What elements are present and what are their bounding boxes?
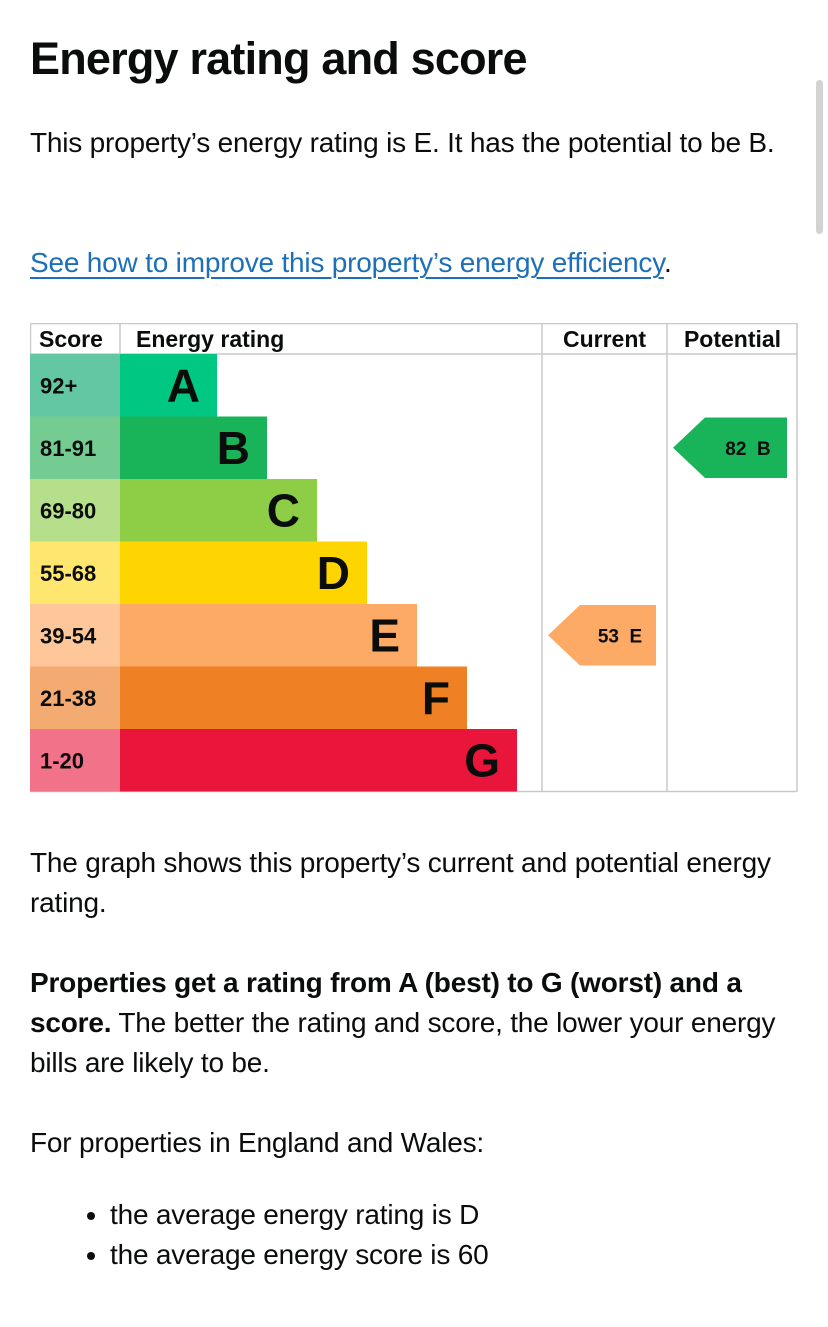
band-letter-b: B	[217, 422, 250, 474]
score-range-b: 81-91	[40, 436, 96, 461]
score-range-d: 55-68	[40, 561, 96, 586]
band-bar-e	[120, 604, 417, 667]
header-current: Current	[562, 326, 647, 352]
score-cell-f	[30, 666, 120, 729]
header-score: Score	[39, 326, 103, 352]
header-potential: Potential	[683, 326, 782, 352]
rating-summary: This property’s energy rating is E. It h…	[30, 127, 775, 158]
current-rating-arrow	[548, 605, 656, 666]
score-cell-g	[30, 729, 120, 792]
band-letter-c: C	[267, 484, 300, 536]
scrollbar[interactable]	[816, 80, 823, 234]
energy-rating-graph: 92+ A 81-91 B 69-80 C 55-68 D 39-54 E 21-38 F 1-20 G 5…	[30, 323, 798, 793]
header-energy-rating: Energy rating	[136, 326, 285, 352]
score-range-e: 39-54	[40, 623, 97, 648]
score-cell-c	[30, 479, 120, 542]
band-letter-a: A	[167, 359, 200, 411]
band-bar-g	[120, 729, 517, 792]
link-suffix: .	[663, 247, 672, 278]
averages-list: the average energy rating is D the avera…	[30, 1195, 489, 1275]
band-bar-d	[120, 541, 367, 604]
score-cell-a	[30, 354, 120, 417]
ratings-explanation-rest: The better the rating and score, the low…	[30, 1007, 776, 1078]
band-bar-a	[120, 354, 217, 417]
score-range-a: 92+	[40, 373, 77, 398]
band-bar-c	[120, 479, 317, 542]
improve-paragraph: See how to improve this property’s energ…	[30, 243, 800, 283]
energy-rating-chart: 92+ A 81-91 B 69-80 C 55-68 D 39-54 E 21-38 F 1-20 G 5…	[30, 323, 798, 793]
score-range-f: 21-38	[40, 686, 96, 711]
band-letter-f: F	[422, 672, 450, 724]
potential-rating-arrow	[673, 417, 787, 478]
band-letter-e: E	[369, 609, 400, 661]
current-rating-label: 53 E	[598, 626, 642, 647]
score-range-c: 69-80	[40, 498, 96, 523]
band-bar-f	[120, 666, 467, 729]
average-score-item: the average energy score is 60	[110, 1235, 489, 1275]
average-rating-item: the average energy rating is D	[110, 1195, 488, 1235]
graph-description: The graph shows this property’s current …	[30, 847, 771, 918]
band-bar-b	[120, 416, 267, 479]
ratings-explanation-bold: Properties get a rating from A (best) to…	[30, 967, 742, 1038]
score-cell-d	[30, 541, 120, 604]
regional-intro: For properties in England and Wales:	[30, 1127, 485, 1158]
score-range-g: 1-20	[40, 748, 84, 773]
score-cell-b	[30, 416, 120, 479]
band-letter-g: G	[464, 734, 500, 786]
page-title: Energy rating and score	[30, 33, 528, 84]
potential-rating-label: 82 B	[725, 439, 770, 460]
ratings-explanation: Properties get a rating from A (best) to…	[30, 963, 800, 1083]
improve-efficiency-link[interactable]: See how to improve this property’s energ…	[30, 247, 664, 278]
band-letter-d: D	[317, 547, 350, 599]
score-cell-e	[30, 604, 120, 667]
